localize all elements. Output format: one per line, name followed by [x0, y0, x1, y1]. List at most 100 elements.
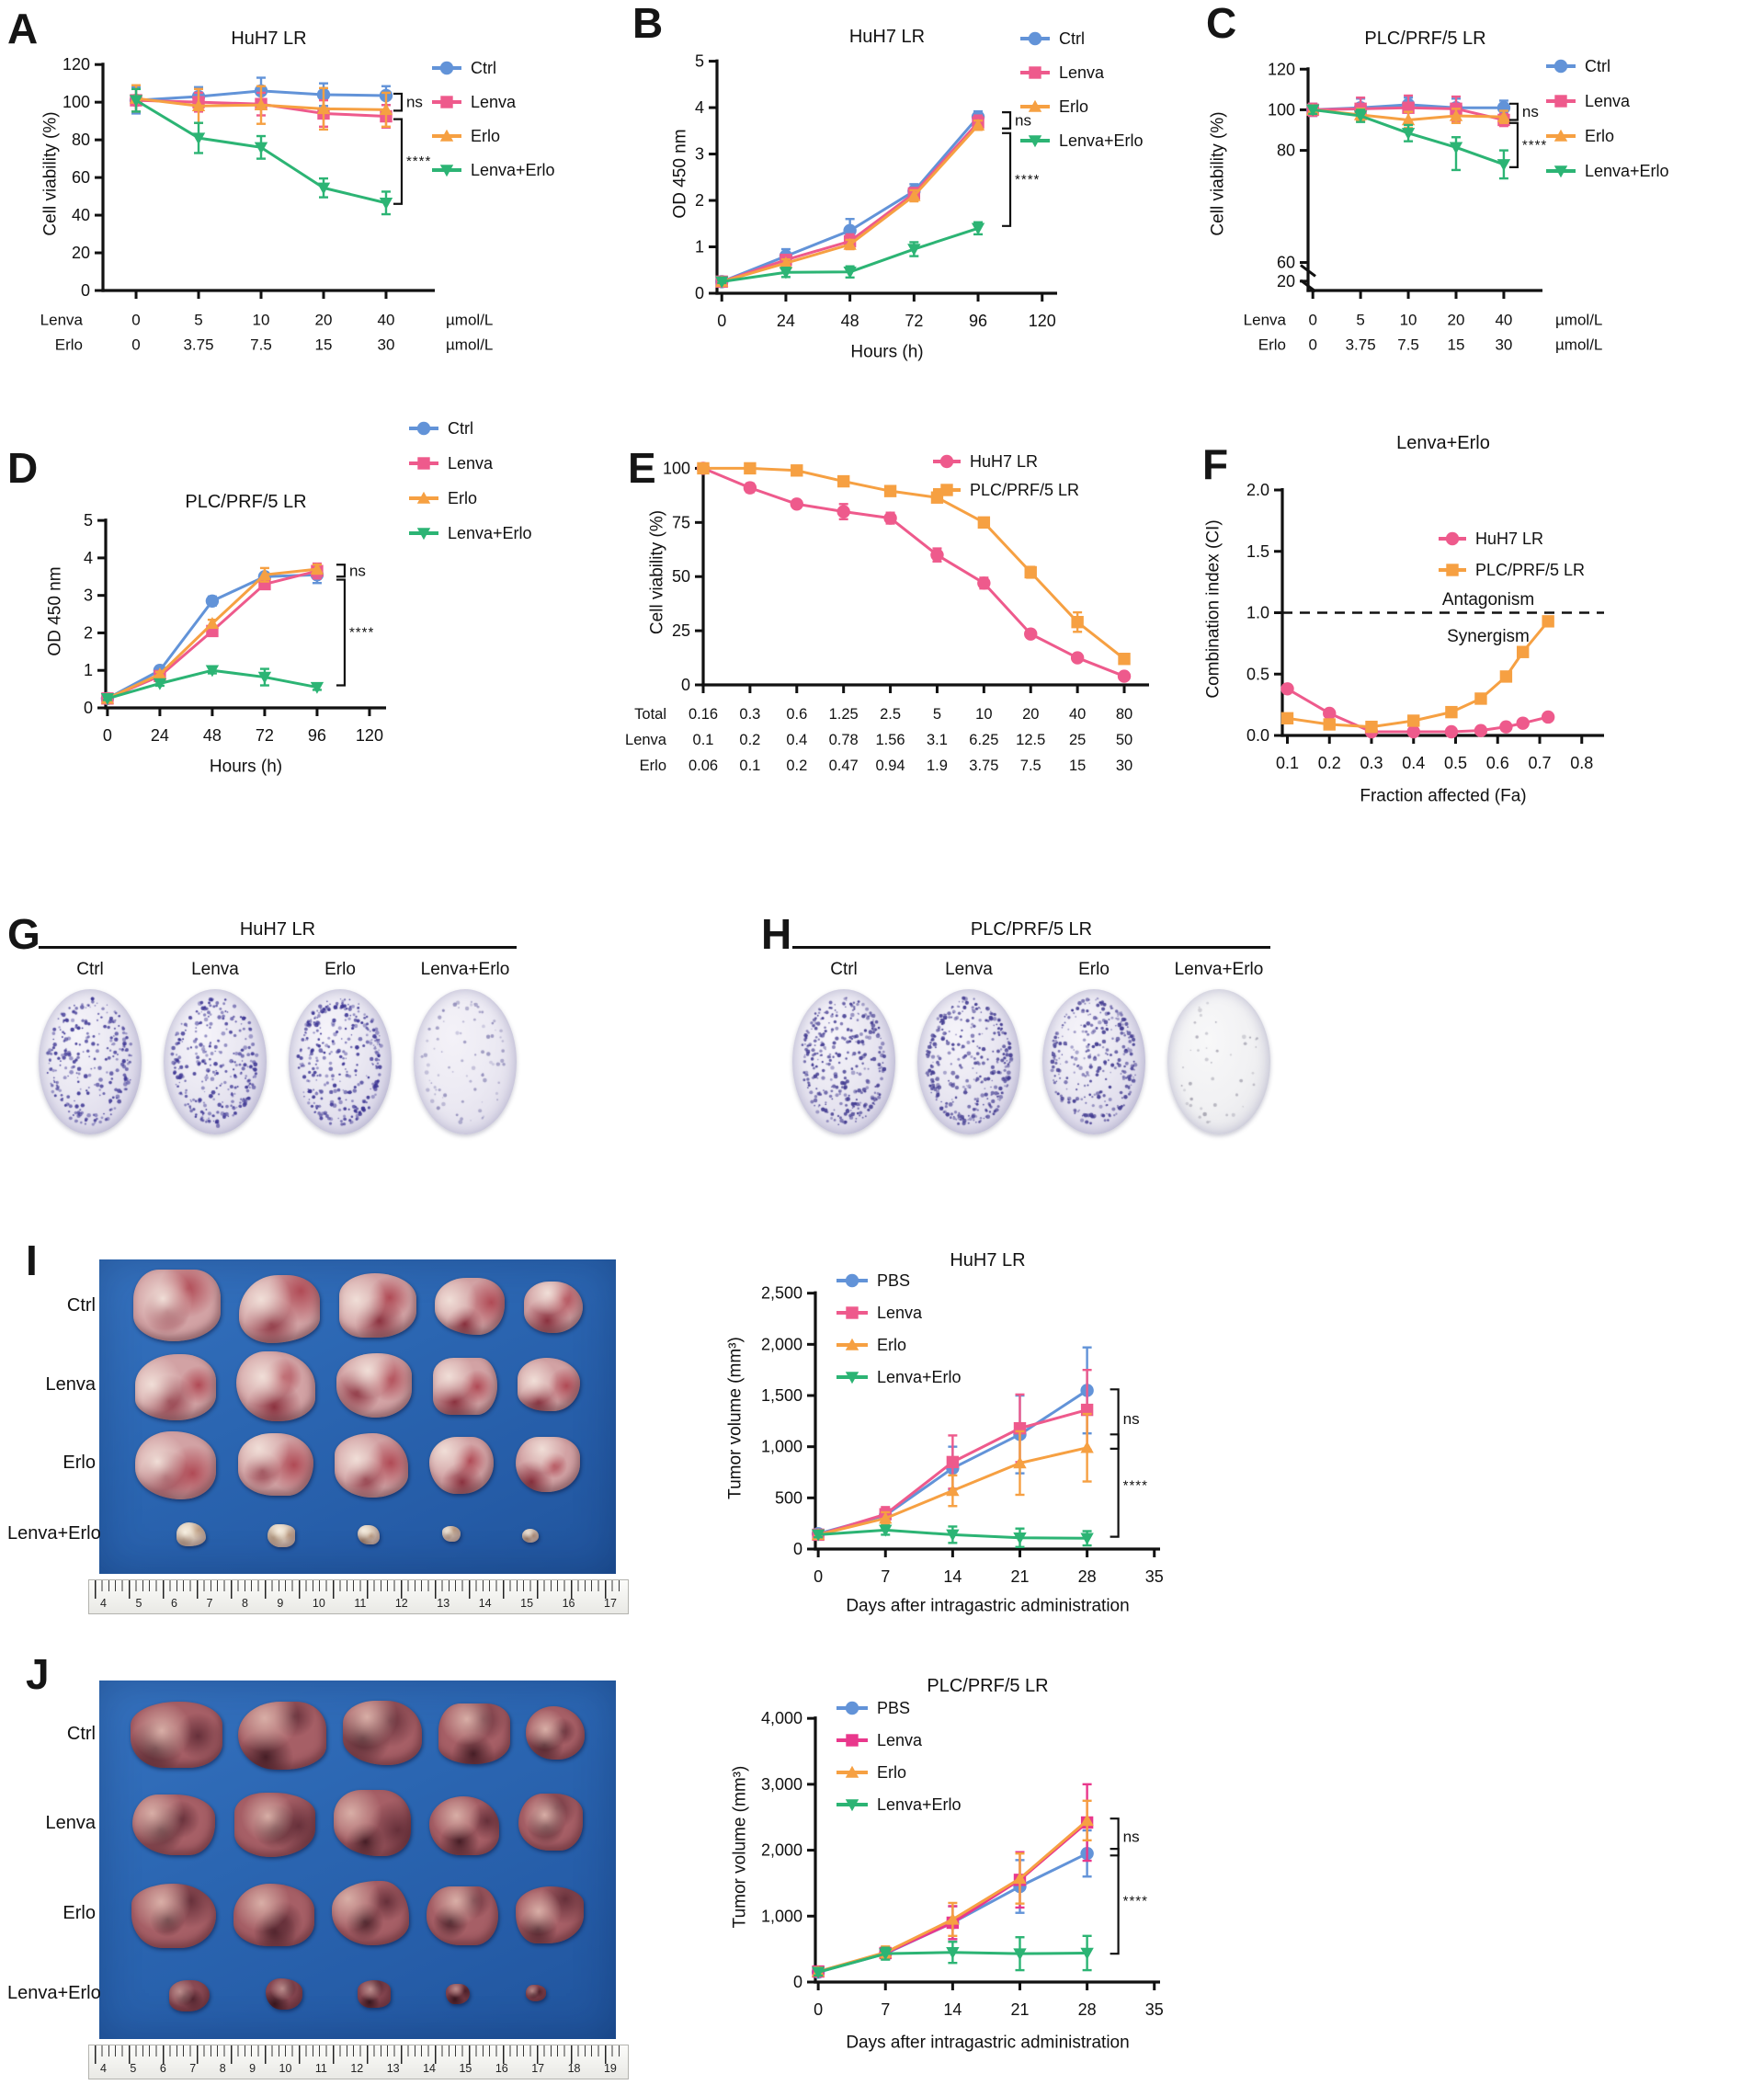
svg-text:Lenva+Erlo: Lenva+Erlo — [448, 524, 532, 542]
svg-text:100: 100 — [663, 459, 690, 477]
svg-text:75: 75 — [672, 513, 690, 531]
svg-text:Lenva: Lenva — [877, 1731, 923, 1749]
significance-bracket: **** — [393, 118, 430, 205]
svg-text:0.94: 0.94 — [876, 758, 905, 774]
svg-text:0: 0 — [103, 726, 112, 745]
y-axis-label: Tumor volume (mm³) — [726, 1337, 745, 1499]
condition-label: Lenva+Erlo — [420, 960, 510, 979]
x-axis-label: Days after intragastric administration — [846, 1597, 1129, 1616]
series-lenva-erlo — [100, 665, 324, 706]
svg-text:HuH7 LR: HuH7 LR — [970, 452, 1038, 471]
legend: Ctrl Lenva Erlo Lenva+Erlo — [409, 419, 532, 542]
legend: HuH7 LR PLC/PRF/5 LR — [1439, 530, 1585, 579]
ruler-number: 4 — [100, 2062, 107, 2075]
svg-text:25: 25 — [672, 621, 690, 640]
svg-text:Antagonism: Antagonism — [1442, 590, 1534, 610]
svg-text:0.2: 0.2 — [786, 758, 807, 774]
tumor-specimen — [131, 1883, 216, 1948]
svg-text:2,000: 2,000 — [761, 1841, 802, 1860]
tumor-specimen — [169, 1980, 211, 2012]
svg-text:48: 48 — [841, 312, 859, 330]
significance-bracket: **** — [336, 578, 373, 687]
ruler-number: 12 — [394, 1597, 408, 1610]
colony-panel-g: HuH7 LR Ctrl Lenva Erlo Lenva+Erlo — [39, 919, 517, 1134]
tumor-specimen — [336, 1352, 412, 1418]
svg-text:3: 3 — [695, 145, 704, 164]
svg-text:Ctrl: Ctrl — [1585, 57, 1610, 75]
svg-text:Erlo: Erlo — [1258, 336, 1286, 354]
colony-dish-erlo — [1042, 989, 1145, 1134]
svg-text:Lenva+Erlo: Lenva+Erlo — [877, 1368, 962, 1386]
svg-text:30: 30 — [1495, 336, 1512, 354]
tumor-specimen — [525, 1985, 546, 2002]
ruler-number: 9 — [277, 1597, 284, 1610]
y-axis-label: OD 450 nm — [46, 566, 65, 655]
svg-text:Lenva: Lenva — [877, 1304, 923, 1322]
svg-text:PBS: PBS — [877, 1271, 910, 1290]
svg-text:****: **** — [1015, 172, 1040, 188]
series-lenva-erlo — [811, 1524, 1094, 1548]
svg-text:0.06: 0.06 — [689, 758, 718, 774]
svg-text:120: 120 — [356, 726, 383, 745]
ruler-number: 11 — [314, 2062, 327, 2075]
svg-text:4: 4 — [695, 98, 704, 117]
svg-text:1.0: 1.0 — [1246, 604, 1269, 622]
condition-labels: Ctrl Lenva Erlo Lenva+Erlo — [39, 960, 517, 980]
svg-text:0.47: 0.47 — [829, 758, 859, 774]
svg-text:25: 25 — [1069, 732, 1086, 748]
svg-text:ns: ns — [1522, 103, 1539, 120]
tumor-specimen — [446, 1984, 471, 2005]
ruler-number: 16 — [495, 2062, 508, 2075]
y-axis-label: OD 450 nm — [671, 129, 690, 218]
tumor-specimen — [427, 1886, 498, 1945]
svg-text:****: **** — [1522, 137, 1547, 153]
svg-text:PLC/PRF/5 LR: PLC/PRF/5 LR — [970, 481, 1079, 499]
x-axis-label: Fraction affected (Fa) — [1360, 787, 1526, 806]
tumor-specimen — [522, 1528, 540, 1543]
svg-text:7: 7 — [881, 1567, 890, 1586]
svg-text:2.0: 2.0 — [1246, 481, 1269, 499]
tumor-row — [99, 1877, 616, 1951]
colony-dish-lenva-erlo — [1167, 989, 1270, 1134]
tumor-specimen — [237, 1433, 313, 1497]
series-ctrl — [715, 109, 985, 289]
significance-bracket: **** — [1508, 121, 1547, 168]
svg-text:Total: Total — [634, 706, 666, 723]
svg-text:15: 15 — [1069, 758, 1086, 774]
title-underline — [39, 946, 517, 949]
ruler-number: 4 — [100, 1597, 107, 1610]
svg-text:1.25: 1.25 — [829, 706, 859, 723]
tumor-specimen — [333, 1789, 411, 1856]
svg-text:28: 28 — [1078, 1567, 1097, 1586]
svg-text:5: 5 — [695, 52, 704, 71]
condition-label: Lenva+Erlo — [1174, 960, 1264, 979]
panel-letter-d: D — [7, 444, 39, 492]
svg-text:ns: ns — [1015, 111, 1031, 129]
svg-text:10: 10 — [975, 706, 992, 723]
svg-text:1.9: 1.9 — [927, 758, 948, 774]
y-axis-label: Cell viability (%) — [1209, 111, 1228, 235]
svg-text:Erlo: Erlo — [448, 489, 477, 507]
ruler-numbers: 4 5 6 7 8 9 10 11 12 13 14 15 16 17 — [100, 1597, 617, 1610]
condition-label: Erlo — [1078, 960, 1110, 979]
tumor-specimen — [429, 1795, 500, 1855]
svg-text:0: 0 — [1308, 312, 1316, 329]
svg-text:5: 5 — [933, 706, 941, 723]
colony-dish-ctrl — [39, 989, 142, 1134]
tumor-specimen — [239, 1274, 320, 1343]
ruler-number: 14 — [423, 2062, 437, 2075]
axes — [814, 1291, 1160, 1551]
tumor-specimen — [432, 1358, 497, 1416]
ruler-number: 7 — [206, 1597, 213, 1610]
ruler-number: 19 — [603, 2062, 617, 2075]
tumor-specimen — [265, 1977, 302, 2010]
panel-letter-i: I — [26, 1236, 38, 1284]
chart-title: HuH7 LR — [849, 27, 925, 47]
panel-letter-b: B — [632, 0, 664, 47]
svg-text:Lenva: Lenva — [471, 93, 517, 111]
tumor-specimen — [435, 1278, 505, 1336]
significance-bracket: ns — [336, 562, 366, 579]
ruler-number: 14 — [478, 1597, 492, 1610]
svg-text:80: 80 — [72, 131, 90, 149]
